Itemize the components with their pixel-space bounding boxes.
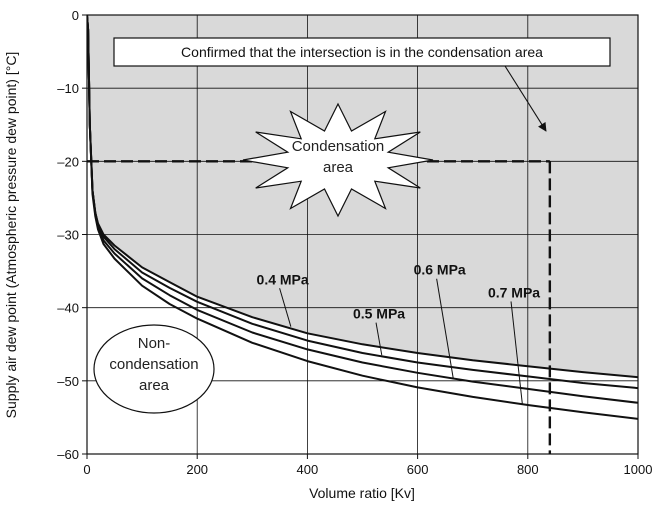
non-condensation-ellipse <box>93 324 215 414</box>
series-label-0.5-mpa: 0.5 MPa <box>353 306 405 322</box>
x-tick-label: 800 <box>517 462 539 477</box>
y-tick-label: –60 <box>57 447 79 462</box>
y-tick-label: –50 <box>57 374 79 389</box>
series-label-leader <box>436 278 454 380</box>
series-label-0.4-mpa: 0.4 MPa <box>257 271 309 287</box>
x-tick-label: 200 <box>186 462 208 477</box>
series-label-leader <box>375 322 383 356</box>
tick-labels: 0 200 400 600 800 1000 0 –10 –20 –30 –40 –50 –60 <box>57 8 652 477</box>
series-label-leader <box>279 288 292 327</box>
y-axis-title: Supply air dew point (Atmospheric pressu… <box>3 52 19 419</box>
x-tick-label: 600 <box>407 462 429 477</box>
non-condensation-label-line1: Non- <box>138 335 171 352</box>
condensation-region <box>87 15 638 378</box>
x-axis-title: Volume ratio [Kv] <box>309 485 415 501</box>
condensation-starburst <box>242 102 434 218</box>
non-condensation-label-line2: condensation <box>109 356 198 373</box>
x-tick-label: 0 <box>83 462 90 477</box>
series-lines <box>87 15 638 420</box>
condensation-label-line1: Condensation <box>292 138 385 155</box>
non-condensation-label-line3: area <box>139 377 170 394</box>
series-label-leader <box>510 301 523 404</box>
y-tick-label: –20 <box>57 154 79 169</box>
callout-arrow <box>504 65 547 132</box>
series-labels: 0.4 MPa 0.5 MPa 0.6 MPa 0.7 MPa <box>257 262 540 404</box>
x-tick-label: 400 <box>297 462 319 477</box>
callout-text: Confirmed that the intersection is in th… <box>181 44 543 60</box>
y-tick-label: –30 <box>57 228 79 243</box>
series-line-0.7-mpa <box>87 15 638 420</box>
y-tick-label: –10 <box>57 81 79 96</box>
x-tick-label: 1000 <box>624 462 653 477</box>
series-label-0.6-mpa: 0.6 MPa <box>414 262 466 278</box>
condensation-label-line2: area <box>323 159 354 176</box>
y-tick-label: 0 <box>72 8 79 23</box>
y-tick-label: –40 <box>57 301 79 316</box>
series-label-0.7-mpa: 0.7 MPa <box>488 284 540 300</box>
callout-box <box>113 37 611 67</box>
